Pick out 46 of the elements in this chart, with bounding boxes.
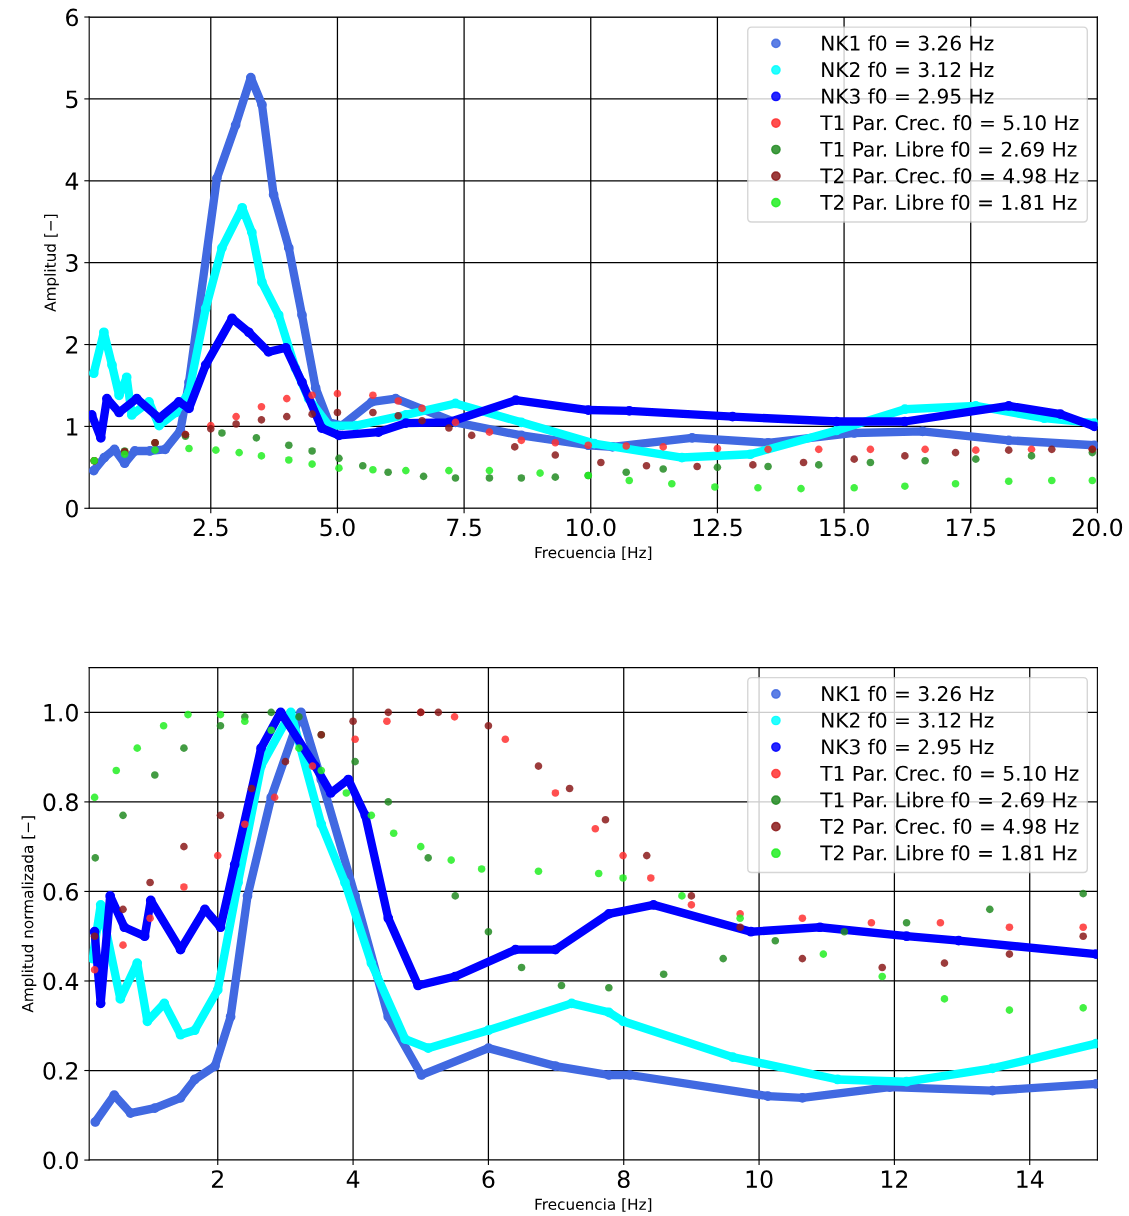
y-tick-label: 2 (66, 335, 78, 354)
legend-label: T2 Par. Crec. f0 = 4.98 Hz (820, 818, 1079, 834)
legend-label: T1 Par. Libre f0 = 2.69 Hz (820, 141, 1077, 157)
x-tick-label: 8 (617, 1170, 630, 1189)
y-axis-title: Amplitud normalizada [−] (21, 816, 37, 1013)
y-axis-title: Amplitud [−] (44, 214, 59, 312)
y-tick-label: 5 (66, 90, 78, 109)
y-tick-label: 4 (65, 172, 79, 190)
x-tick-label: 10.0 (567, 518, 616, 537)
legend-label: T2 Par. Libre f0 = 1.81 Hz (820, 844, 1077, 861)
x-tick-label: 2 (211, 1170, 223, 1188)
x-axis-title: Frecuencia [Hz] (535, 546, 652, 561)
y-tick-label: 0 (66, 499, 78, 518)
x-tick-label: 20.0 (1072, 518, 1123, 537)
legend-label: T1 Par. Libre f0 = 2.69 Hz (820, 791, 1077, 808)
x-tick-label: 4 (346, 1170, 360, 1188)
y-tick-label: 1 (67, 418, 78, 436)
x-tick-label: 14 (1017, 1170, 1044, 1188)
legend-label: T1 Par. Crec. f0 = 5.10 Hz (820, 765, 1079, 781)
x-tick-label: 5.0 (320, 518, 355, 537)
legend-label: T2 Par. Crec. f0 = 4.98 Hz (820, 167, 1079, 184)
legend-label: NK1 f0 = 3.26 Hz (822, 685, 994, 702)
x-tick-label: 7.5 (447, 518, 481, 537)
y-tick-label: 1.0 (44, 703, 78, 722)
x-tick-label: 12.5 (693, 518, 742, 537)
y-tick-label: 0.6 (43, 882, 78, 901)
y-tick-label: 6 (66, 8, 78, 27)
legend-label: NK2 f0 = 3.12 Hz (822, 712, 994, 728)
x-tick-label: 15.0 (820, 518, 869, 537)
legend-label: NK2 f0 = 3.12 Hz (822, 61, 994, 78)
legend-label: NK3 f0 = 2.95 Hz (822, 738, 994, 755)
x-tick-label: 12 (881, 1170, 908, 1188)
y-tick-label: 0.2 (43, 1061, 78, 1080)
x-tick-label: 17.5 (947, 518, 995, 537)
legend-label: T1 Par. Crec. f0 = 5.10 Hz (820, 114, 1079, 131)
x-tick-label: 2.5 (193, 518, 228, 537)
y-tick-label: 0.8 (43, 793, 78, 812)
legend-label: T2 Par. Libre f0 = 1.81 Hz (820, 194, 1077, 210)
y-tick-label: 0.0 (43, 1151, 78, 1170)
y-tick-label: 0.4 (43, 972, 79, 991)
legend-label: NK1 f0 = 3.26 Hz (822, 35, 994, 51)
legend-label: NK3 f0 = 2.95 Hz (822, 88, 994, 104)
y-tick-label: 3 (66, 254, 78, 272)
x-tick-label: 10 (746, 1170, 773, 1189)
x-axis-title: Frecuencia [Hz] (535, 1198, 652, 1212)
x-tick-label: 6 (482, 1170, 495, 1189)
